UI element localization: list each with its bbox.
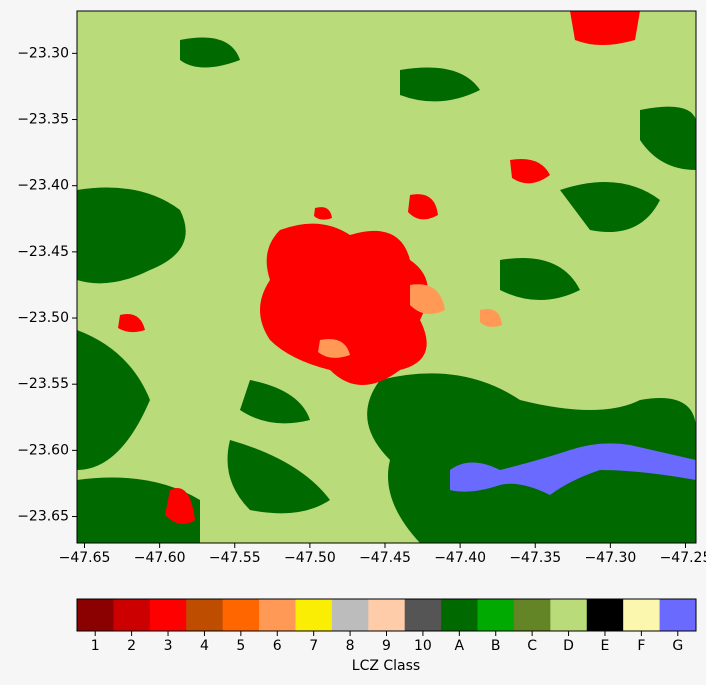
colorbar-tick-label: E [601, 638, 610, 654]
y-tick-label: −23.55 [17, 376, 69, 392]
y-tick-label: −23.65 [17, 509, 69, 525]
colorbar-swatch [149, 599, 187, 631]
x-tick-label: −47.35 [509, 550, 561, 566]
colorbar-swatch [550, 599, 588, 631]
x-tick-label: −47.30 [584, 550, 636, 566]
y-tick-label: −23.45 [17, 244, 69, 260]
colorbar-swatch [477, 599, 515, 631]
colorbar-tick-label: C [527, 638, 537, 654]
colorbar-label: LCZ Class [352, 658, 420, 674]
y-tick-label: −23.35 [17, 112, 69, 128]
colorbar-tick-label: 4 [200, 638, 209, 654]
colorbar-swatch [331, 599, 369, 631]
colorbar-tick-label: 1 [91, 638, 100, 654]
colorbar-swatch [222, 599, 260, 631]
colorbar-tick-label: D [563, 638, 574, 654]
x-tick-label: −47.40 [434, 550, 486, 566]
colorbar-tick-label: A [455, 638, 465, 654]
colorbar-swatch [441, 599, 479, 631]
colorbar-tick-label: 8 [346, 638, 355, 654]
colorbar-tick-label: 2 [127, 638, 136, 654]
x-tick-label: −47.25 [660, 550, 706, 566]
y-tick-label: −23.30 [17, 45, 69, 61]
colorbar-swatch [259, 599, 296, 631]
colorbar-swatch [623, 599, 661, 631]
colorbar-swatch [295, 599, 333, 631]
colorbar-tick-label: 10 [414, 638, 432, 654]
x-tick-label: −47.60 [134, 550, 186, 566]
colorbar-tick-label: 7 [309, 638, 318, 654]
colorbar-tick-label: 9 [382, 638, 391, 654]
colorbar-swatch [368, 599, 406, 631]
colorbar-swatch [77, 599, 114, 631]
colorbar-swatch [513, 599, 551, 631]
colorbar-tick-label: 6 [273, 638, 282, 654]
colorbar-tick-label: 5 [236, 638, 245, 654]
y-tick-label: −23.50 [17, 310, 69, 326]
colorbar-swatch [404, 599, 442, 631]
colorbar-tick-label: 3 [164, 638, 173, 654]
lcz-map [77, 11, 696, 543]
x-tick-label: −47.55 [209, 550, 261, 566]
y-tick-label: −23.60 [17, 442, 69, 458]
colorbar-tick-label: G [672, 638, 683, 654]
x-tick-label: −47.65 [59, 550, 111, 566]
colorbar-tick-label: F [637, 638, 645, 654]
y-tick-label: −23.40 [17, 178, 69, 194]
colorbar-swatch [113, 599, 151, 631]
map-frame [76, 10, 697, 544]
x-tick-label: −47.50 [284, 550, 336, 566]
colorbar-swatch [186, 599, 224, 631]
colorbar-swatch [659, 599, 697, 631]
colorbar-swatch [586, 599, 624, 631]
colorbar-tick-label: B [491, 638, 501, 654]
x-tick-label: −47.45 [359, 550, 411, 566]
